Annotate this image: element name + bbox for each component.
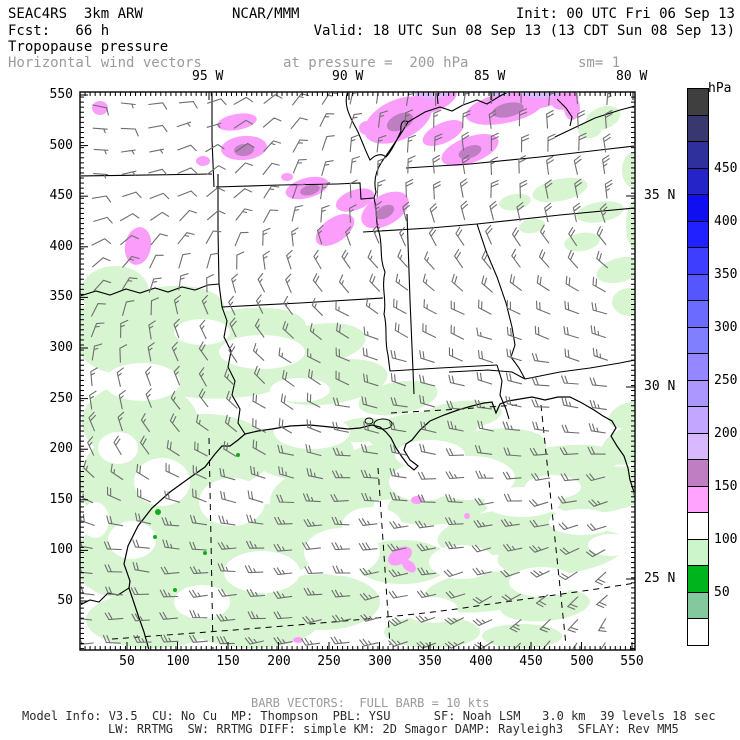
barb-legend: BARB VECTORS: FULL BARB = 10 kts xyxy=(251,696,490,710)
bottom-tick-label: 100 xyxy=(166,654,190,669)
top-tick-label: 80 W xyxy=(616,69,648,84)
colorbar-segment-150-175 xyxy=(687,459,709,487)
lake-maurepas xyxy=(364,417,374,425)
model-name: SEAC4RS 3km ARW xyxy=(8,6,143,22)
level-label: at pressure = 200 hPa xyxy=(283,55,469,71)
shading-gaps xyxy=(81,319,634,623)
vector-title: Horizontal wind vectors xyxy=(8,55,202,71)
colorbar-segment-175-200 xyxy=(687,432,709,460)
bottom-tick-label: 200 xyxy=(267,654,291,669)
colorbar-tick-label: 150 xyxy=(714,479,738,494)
colorbar-segment-425-450 xyxy=(687,167,709,195)
colorbar-segment-275-300 xyxy=(687,326,709,354)
left-tick-label: 550 xyxy=(49,87,73,102)
bottom-tick-label: 450 xyxy=(519,654,543,669)
field-title: Tropopause pressure xyxy=(8,39,169,55)
colorbar-tick-label: 100 xyxy=(714,532,738,547)
left-tick-label: 150 xyxy=(49,492,73,507)
left-tick-label: 50 xyxy=(57,593,73,608)
left-tick-label: 500 xyxy=(49,138,73,153)
dark-green-dot xyxy=(203,551,207,555)
colorbar-segment-325-350 xyxy=(687,273,709,301)
top-tick-label: 85 W xyxy=(474,69,506,84)
colorbar-tick-label: 400 xyxy=(714,214,738,229)
colorbar-tick-label: 50 xyxy=(714,585,730,600)
dark-green-dot xyxy=(173,588,177,592)
right-tick-label: 25 N xyxy=(644,571,676,586)
lake-pontchartrain xyxy=(373,418,393,430)
colorbar-segment-50-75 xyxy=(687,565,709,593)
bottom-tick-label: 300 xyxy=(368,654,392,669)
smoothing-label: sm= 1 xyxy=(578,55,621,71)
colorbar-segment-0-25 xyxy=(687,618,709,646)
bottom-tick-label: 50 xyxy=(119,654,135,669)
colorbar-segment-450-475 xyxy=(687,141,709,169)
dark-green-dot xyxy=(153,535,157,539)
colorbar-tick-label: 350 xyxy=(714,267,738,282)
colorbar-segment-475-500 xyxy=(687,114,709,142)
bottom-tick-label: 500 xyxy=(570,654,594,669)
left-tick-label: 400 xyxy=(49,239,73,254)
left-tick-label: 250 xyxy=(49,391,73,406)
colorbar-segment-225-250 xyxy=(687,379,709,407)
left-tick-label: 200 xyxy=(49,441,73,456)
plum-shading-175hPa xyxy=(234,102,524,220)
colorbar-segment-375-400 xyxy=(687,220,709,248)
colorbar-tick-label: 450 xyxy=(714,161,738,176)
init-time: Init: 00 UTC Fri 06 Sep 13 xyxy=(515,6,735,22)
colorbar-segment-500-525 xyxy=(687,88,709,116)
colorbar-segment-125-150 xyxy=(687,485,709,513)
colorbar-segment-350-375 xyxy=(687,247,709,275)
left-tick-label: 300 xyxy=(49,340,73,355)
colorbar-segment-75-100 xyxy=(687,538,709,566)
top-tick-label: 90 W xyxy=(332,69,364,84)
valid-time: Valid: 18 UTC Sun 08 Sep 13 (13 CDT Sun … xyxy=(313,23,735,39)
colorbar-segment-400-425 xyxy=(687,194,709,222)
colorbar-segment-300-325 xyxy=(687,300,709,328)
coastline xyxy=(123,396,634,649)
frame-tick-marks xyxy=(79,91,635,650)
model-info-line-1: Model Info: V3.5 CU: No Cu MP: Thompson … xyxy=(22,709,716,723)
dark-green-dot xyxy=(155,509,161,515)
bottom-tick-label: 550 xyxy=(620,654,644,669)
bottom-tick-label: 250 xyxy=(317,654,341,669)
left-tick-label: 100 xyxy=(49,542,73,557)
bottom-tick-label: 150 xyxy=(216,654,240,669)
colorbar-tick-label: 300 xyxy=(714,320,738,335)
colorbar-segment-200-225 xyxy=(687,406,709,434)
bottom-tick-label: 350 xyxy=(418,654,442,669)
colorbar-units-label: hPa xyxy=(708,81,732,96)
top-tick-label: 95 W xyxy=(192,69,224,84)
left-tick-label: 350 xyxy=(49,289,73,304)
colorbar-tick-label: 200 xyxy=(714,426,738,441)
colorbar-segment-25-50 xyxy=(687,591,709,619)
colorbar-segment-100-125 xyxy=(687,512,709,540)
center-name: NCAR/MMM xyxy=(232,6,300,22)
fcst-hour: Fcst: 66 h xyxy=(8,23,110,39)
map-interior xyxy=(81,93,634,649)
left-tick-label: 450 xyxy=(49,188,73,203)
right-tick-label: 30 N xyxy=(644,379,676,394)
bottom-tick-label: 400 xyxy=(469,654,493,669)
colorbar-segment-250-275 xyxy=(687,353,709,381)
colorbar-tick-label: 250 xyxy=(714,373,738,388)
state-borders xyxy=(81,93,634,606)
model-info-line-2: LW: RRTMG SW: RRTMG DIFF: simple KM: 2D … xyxy=(108,722,679,736)
right-tick-label: 35 N xyxy=(644,188,676,203)
dark-green-dot xyxy=(236,453,240,457)
wind-barbs xyxy=(81,93,613,649)
